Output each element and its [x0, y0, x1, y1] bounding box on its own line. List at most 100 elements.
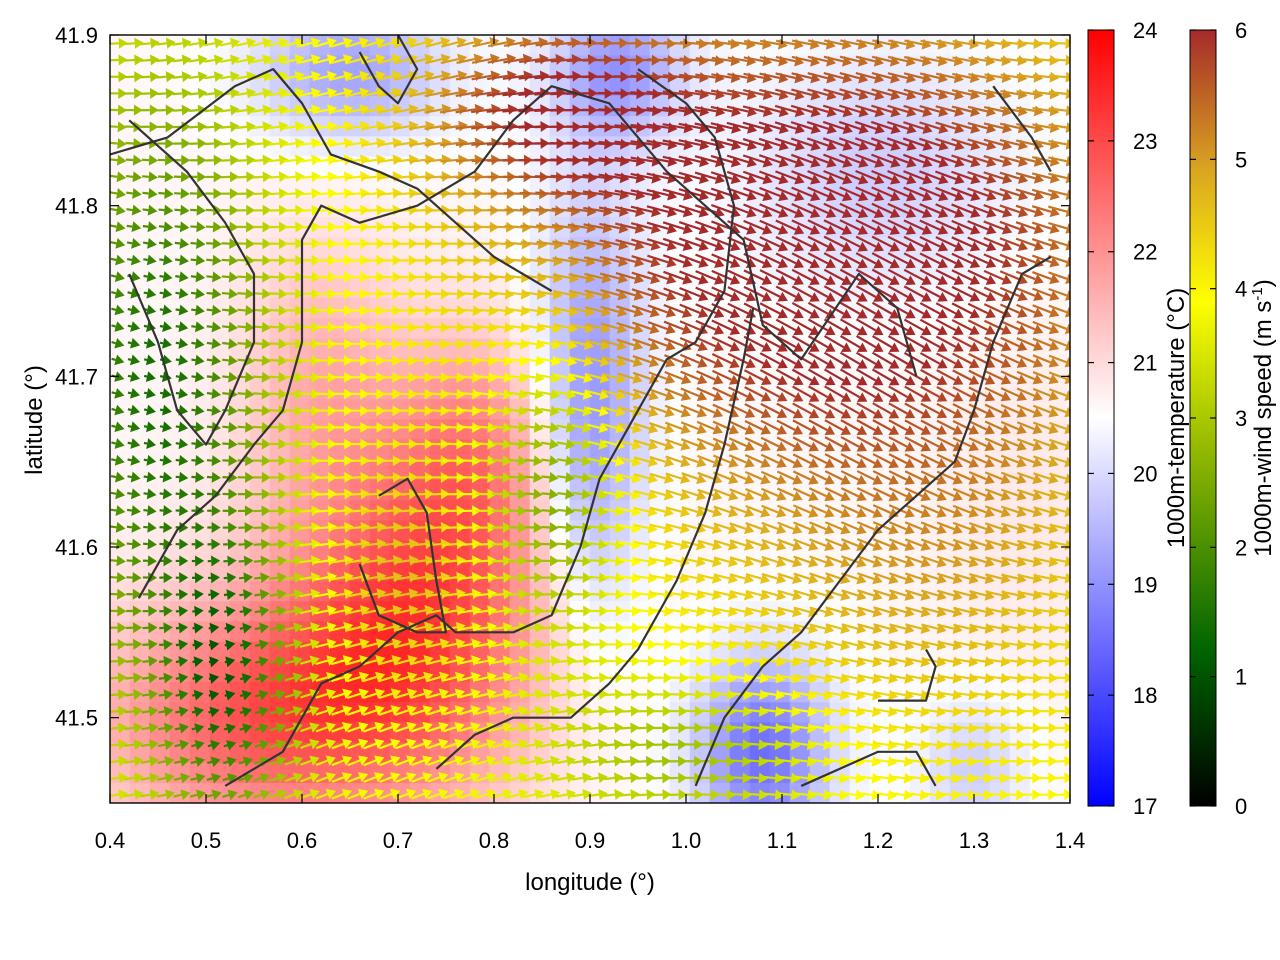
heatmap-cell [329, 115, 351, 137]
heatmap-cell [249, 115, 271, 137]
heatmap-cell [549, 236, 571, 258]
heatmap-cell [289, 620, 311, 642]
heatmap-cell [609, 620, 631, 642]
x-tick-label: 0.7 [383, 828, 414, 853]
heatmap-cell [349, 196, 371, 218]
heatmap-cell [629, 75, 651, 96]
heatmap-cell [509, 196, 531, 218]
heatmap-cell [229, 620, 251, 642]
heatmap-cell [229, 418, 251, 440]
heatmap-cell [349, 358, 371, 379]
heatmap-cell [129, 681, 151, 703]
x-tick-label: 1.1 [767, 828, 798, 853]
heatmap-cell [169, 358, 191, 379]
heatmap-cell [989, 782, 1011, 803]
x-tick-label: 1.4 [1055, 828, 1086, 853]
y-tick-label: 41.6 [55, 535, 98, 560]
heatmap-cell [309, 782, 331, 803]
wind-colorbar-label-main: 1000m-wind speed (m s [1250, 301, 1277, 557]
x-tick-label: 0.8 [479, 828, 510, 853]
heatmap-cell [529, 176, 551, 197]
temperature-colorbar-label: 1000m-temperature (°C) [1163, 288, 1190, 548]
plot-area [110, 35, 1070, 803]
heatmap-cell [189, 236, 211, 258]
heatmap-cell [429, 418, 451, 440]
heatmap-cell [909, 499, 931, 521]
heatmap-cell [369, 459, 391, 480]
heatmap-cell [369, 176, 391, 197]
heatmap-cell [649, 721, 671, 743]
heatmap-cell [110, 560, 131, 581]
heatmap-cell [469, 782, 491, 803]
heatmap-cell [569, 620, 591, 642]
heatmap-cell [1029, 54, 1051, 76]
heatmap-cell [509, 459, 531, 480]
heatmap-cell [389, 580, 411, 602]
heatmap-cell [609, 75, 631, 96]
heatmap-cell [269, 459, 291, 480]
heatmap-cell [189, 681, 211, 703]
colorbar-tick-label: 2 [1235, 535, 1247, 560]
heatmap-cell [189, 620, 211, 642]
heatmap-cell [569, 580, 591, 602]
colorbar-tick-label: 17 [1133, 794, 1157, 819]
heatmap-cell [289, 479, 311, 501]
heatmap-cell [389, 782, 411, 803]
heatmap-cell [149, 236, 171, 258]
heatmap-cell [669, 620, 691, 642]
wind-colorbar-label: 1000m-wind speed (m s-1) [1249, 279, 1277, 556]
heatmap-cell [229, 115, 251, 137]
heatmap-cell [349, 297, 371, 319]
heatmap-cell [249, 519, 271, 541]
heatmap-cell [249, 580, 271, 602]
heatmap-cell [349, 620, 371, 642]
heatmap-cell [349, 236, 371, 258]
heatmap-cell [709, 600, 731, 622]
colorbar-tick-label: 24 [1133, 18, 1157, 43]
heatmap-cell [209, 499, 231, 521]
x-tick-label: 1.0 [671, 828, 702, 853]
heatmap-cell [669, 580, 691, 602]
heatmap-cell [129, 721, 151, 743]
heatmap-cell [349, 135, 371, 157]
heatmap-cell [549, 459, 571, 480]
heatmap-cell [549, 196, 571, 218]
heatmap-cell [349, 438, 371, 460]
heatmap-cell [469, 196, 491, 218]
heatmap-cell [749, 620, 771, 642]
heatmap-cell [449, 620, 471, 642]
heatmap-cell [189, 479, 211, 501]
heatmap-cell [549, 519, 571, 541]
heatmap-cell [429, 95, 451, 117]
heatmap-cell [469, 75, 491, 96]
heatmap-cell [149, 75, 171, 96]
colorbar-tick-label: 0 [1235, 794, 1247, 819]
heatmap-cell [169, 459, 191, 480]
y-axis-label: latitude (°) [21, 365, 48, 475]
heatmap-cell [469, 236, 491, 258]
heatmap-cell [249, 337, 271, 359]
heatmap-cell [110, 236, 131, 258]
heatmap-cell [689, 641, 711, 662]
heatmap-cell [409, 115, 431, 137]
heatmap-cell [309, 418, 331, 440]
heatmap-cell [449, 459, 471, 480]
heatmap-cell [309, 115, 331, 137]
heatmap-cell [110, 641, 131, 662]
heatmap-cell [289, 257, 311, 278]
heatmap-cell [189, 580, 211, 602]
heatmap-cell [149, 782, 171, 803]
heatmap-cell [969, 317, 991, 339]
heatmap-cell [169, 641, 191, 662]
heatmap-cell [529, 438, 551, 460]
heatmap-cell [909, 721, 931, 743]
heatmap-cell [529, 580, 551, 602]
heatmap-cell [429, 519, 451, 541]
heatmap-cell [269, 257, 291, 278]
heatmap-cell [529, 95, 551, 117]
heatmap-cell [449, 560, 471, 581]
heatmap-cell [449, 257, 471, 278]
y-tick-label: 41.9 [55, 23, 98, 48]
heatmap-cell [369, 620, 391, 642]
